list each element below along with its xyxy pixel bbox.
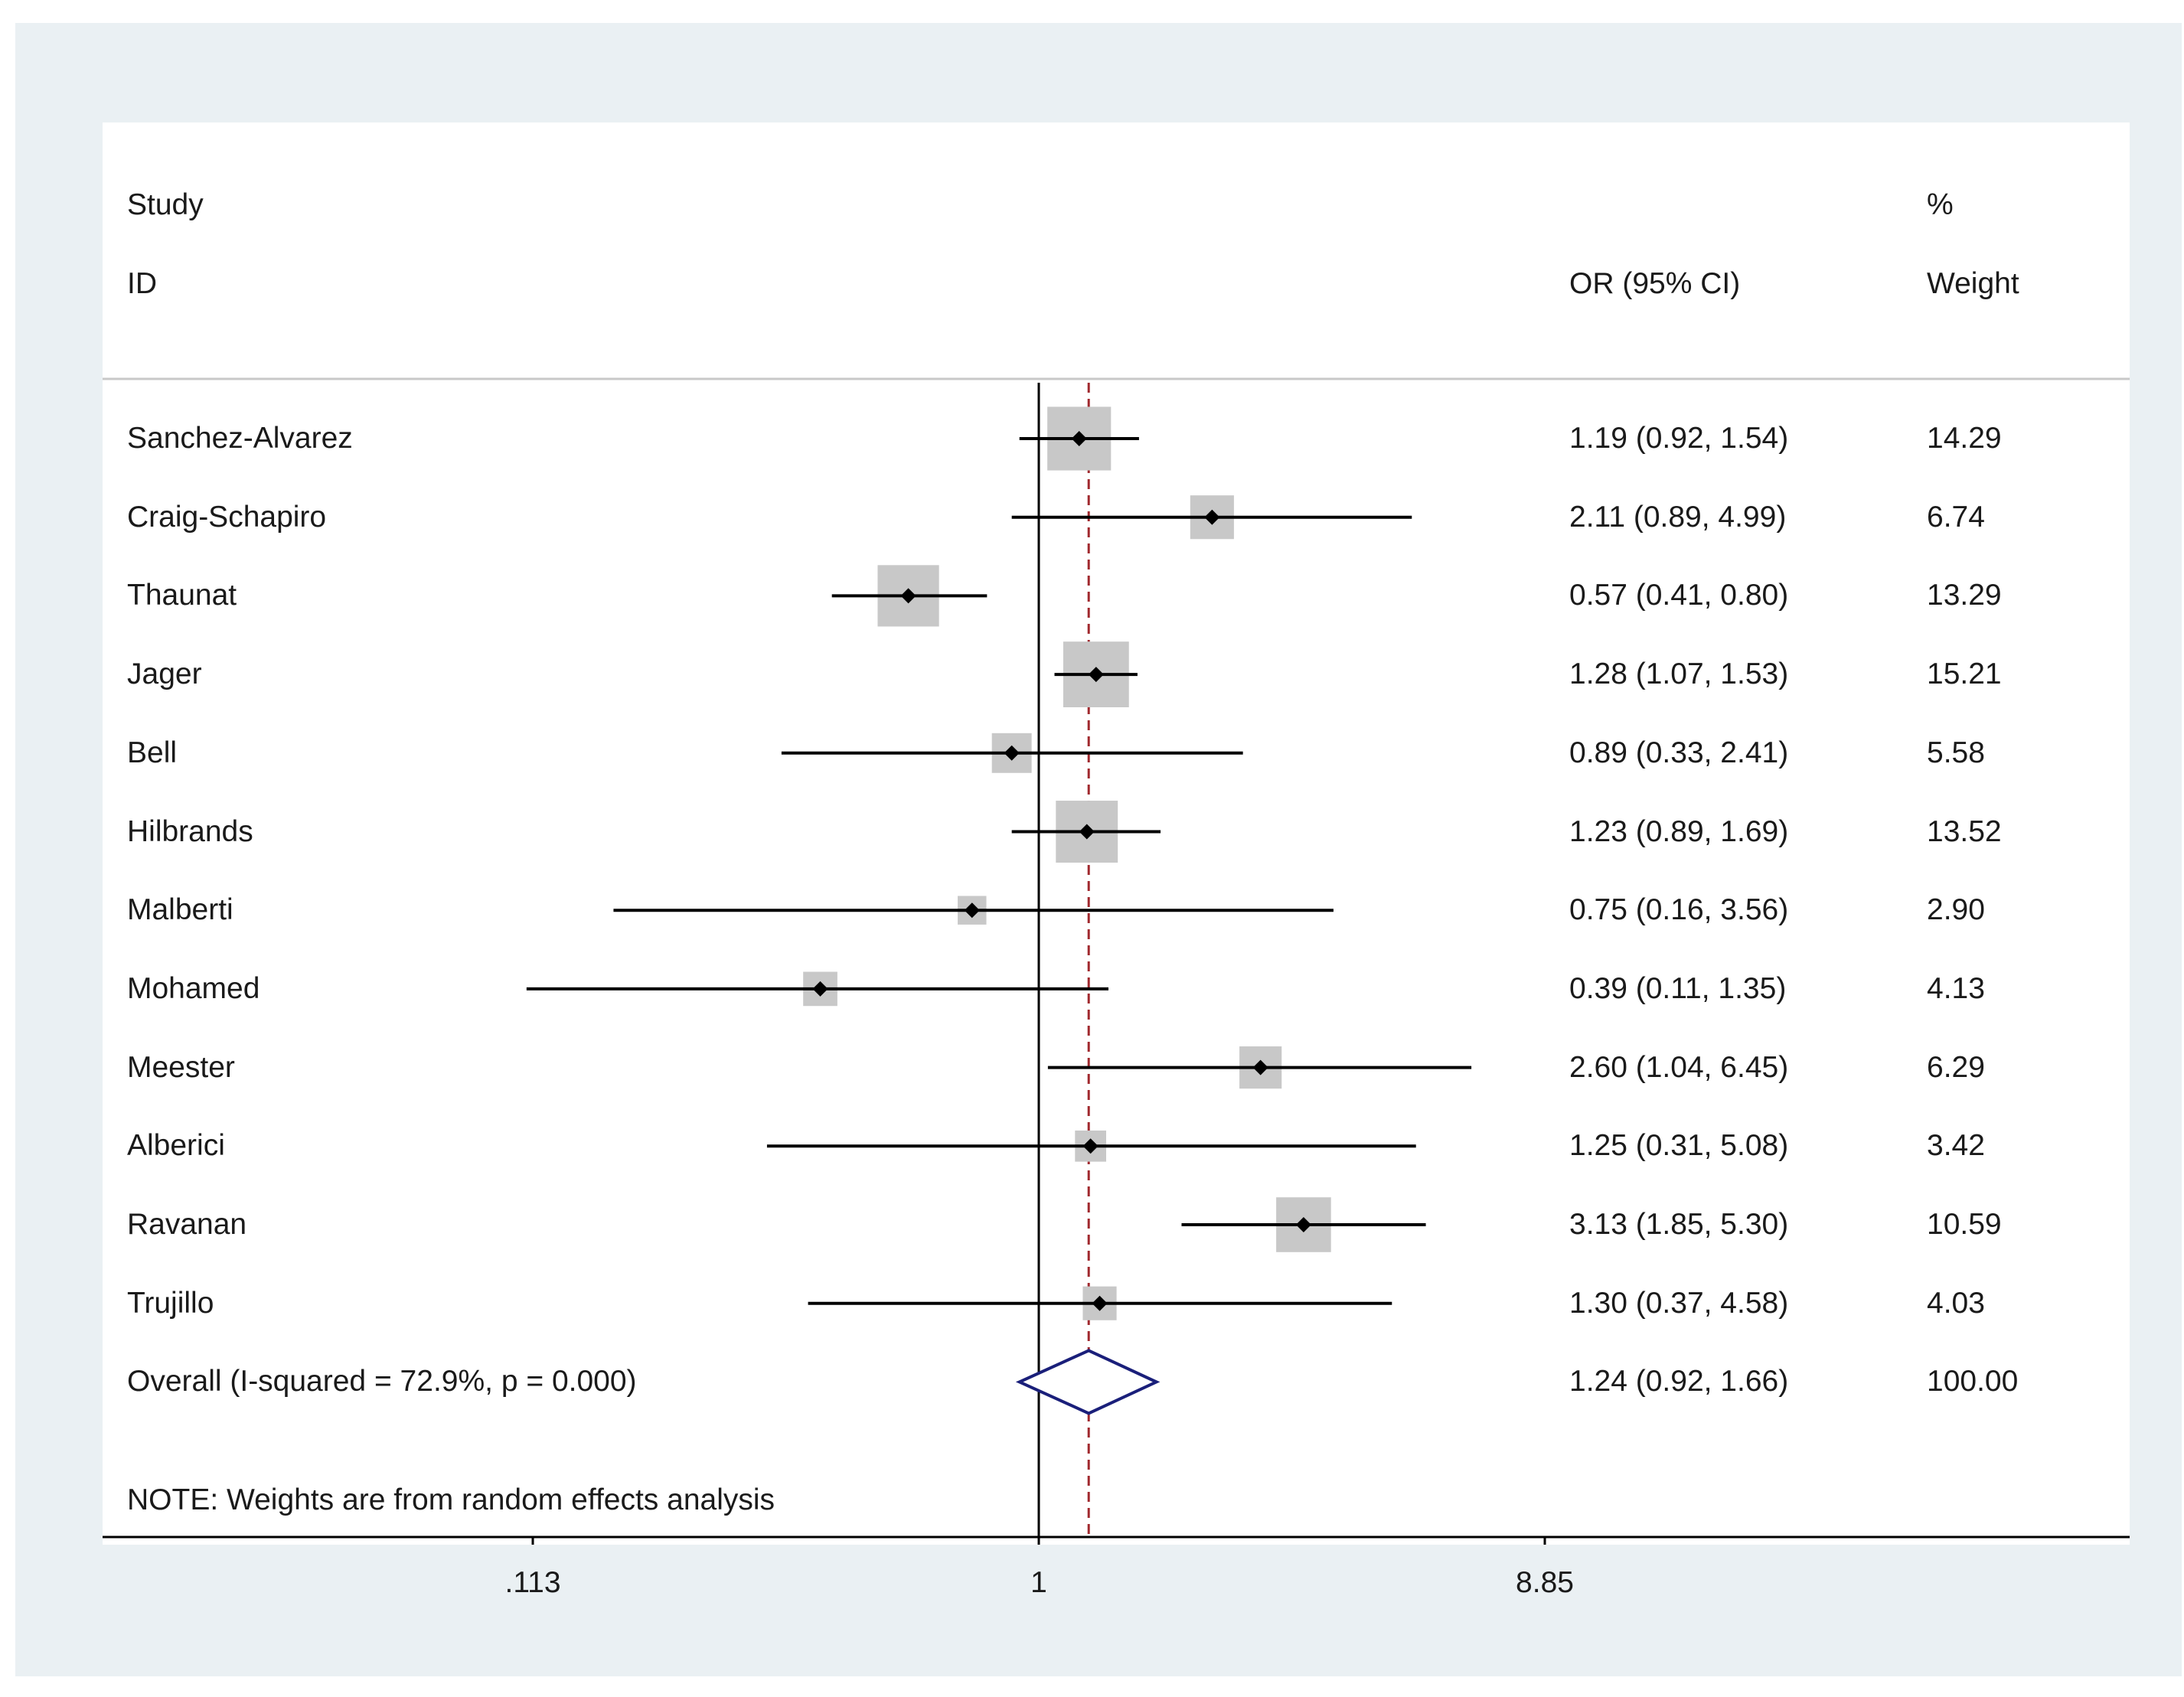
point-estimate-marker bbox=[900, 588, 916, 604]
study-label: Thaunat bbox=[127, 579, 237, 612]
weight-label: 6.29 bbox=[1927, 1050, 1985, 1084]
header-id: ID bbox=[127, 267, 157, 300]
header-or-ci: OR (95% CI) bbox=[1569, 267, 1741, 300]
or-ci-label: 2.11 (0.89, 4.99) bbox=[1569, 500, 1787, 534]
point-estimate-marker bbox=[1092, 1295, 1108, 1311]
header-study: Study bbox=[127, 188, 204, 221]
or-ci-label: 1.19 (0.92, 1.54) bbox=[1569, 422, 1789, 455]
or-ci-label: 1.28 (1.07, 1.53) bbox=[1569, 658, 1789, 691]
weight-label: 4.03 bbox=[1927, 1286, 1985, 1320]
point-estimate-marker bbox=[1204, 509, 1220, 525]
weight-label: 6.74 bbox=[1927, 500, 1985, 534]
study-label: Craig-Schapiro bbox=[127, 500, 327, 534]
weight-label: 13.52 bbox=[1927, 814, 2002, 848]
overall-or-ci-label: 1.24 (0.92, 1.66) bbox=[1569, 1365, 1789, 1398]
or-ci-label: 0.89 (0.33, 2.41) bbox=[1569, 736, 1789, 769]
point-estimate-marker bbox=[1295, 1217, 1311, 1232]
footnote: NOTE: Weights are from random effects an… bbox=[127, 1483, 775, 1516]
point-estimate-marker bbox=[1252, 1059, 1268, 1075]
study-label: Trujillo bbox=[127, 1286, 214, 1320]
study-label: Jager bbox=[127, 658, 202, 691]
study-label: Sanchez-Alvarez bbox=[127, 422, 353, 455]
point-estimate-marker bbox=[1004, 745, 1020, 761]
study-label: Alberici bbox=[127, 1129, 225, 1163]
weight-label: 13.29 bbox=[1927, 579, 2002, 612]
study-label: Meester bbox=[127, 1050, 235, 1084]
study-label: Mohamed bbox=[127, 971, 260, 1005]
point-estimate-marker bbox=[964, 902, 980, 919]
study-label: Bell bbox=[127, 736, 178, 769]
point-estimate-marker bbox=[1082, 1138, 1099, 1154]
x-tick-label: 1 bbox=[1030, 1566, 1047, 1599]
forest-plot bbox=[103, 377, 2130, 1545]
study-label: Malberti bbox=[127, 893, 233, 927]
or-ci-label: 1.25 (0.31, 5.08) bbox=[1569, 1129, 1789, 1163]
or-ci-label: 0.57 (0.41, 0.80) bbox=[1569, 579, 1789, 612]
weight-label: 15.21 bbox=[1927, 658, 2002, 691]
or-ci-label: 1.23 (0.89, 1.69) bbox=[1569, 814, 1789, 848]
overall-weight-label: 100.00 bbox=[1927, 1365, 2019, 1398]
point-estimate-marker bbox=[1088, 667, 1104, 683]
weight-label: 4.13 bbox=[1927, 971, 1985, 1005]
weight-label: 2.90 bbox=[1927, 893, 1985, 927]
or-ci-label: 3.13 (1.85, 5.30) bbox=[1569, 1208, 1789, 1241]
or-ci-label: 1.30 (0.37, 4.58) bbox=[1569, 1286, 1789, 1320]
overall-diamond bbox=[1015, 1349, 1161, 1415]
weight-label: 3.42 bbox=[1927, 1129, 1985, 1163]
figure-frame: Study ID OR (95% CI) % Weight Sanchez-Al… bbox=[15, 23, 2182, 1676]
point-estimate-marker bbox=[1071, 431, 1087, 446]
or-ci-label: 2.60 (1.04, 6.45) bbox=[1569, 1050, 1789, 1084]
weight-label: 10.59 bbox=[1927, 1208, 2002, 1241]
point-estimate-marker bbox=[1079, 824, 1095, 840]
header-weight: Weight bbox=[1927, 267, 2019, 300]
study-label: Hilbrands bbox=[127, 814, 253, 848]
x-tick-label: 8.85 bbox=[1516, 1566, 1574, 1599]
or-ci-label: 0.39 (0.11, 1.35) bbox=[1569, 971, 1787, 1005]
study-label: Ravanan bbox=[127, 1208, 247, 1241]
weight-label: 14.29 bbox=[1927, 422, 2002, 455]
weight-label: 5.58 bbox=[1927, 736, 1985, 769]
header-percent: % bbox=[1927, 188, 1954, 221]
or-ci-label: 0.75 (0.16, 3.56) bbox=[1569, 893, 1789, 927]
overall-label: Overall (I-squared = 72.9%, p = 0.000) bbox=[127, 1365, 637, 1398]
plot-area: Study ID OR (95% CI) % Weight Sanchez-Al… bbox=[103, 122, 2130, 1597]
x-tick-label: .113 bbox=[504, 1566, 561, 1599]
point-estimate-marker bbox=[812, 981, 828, 997]
